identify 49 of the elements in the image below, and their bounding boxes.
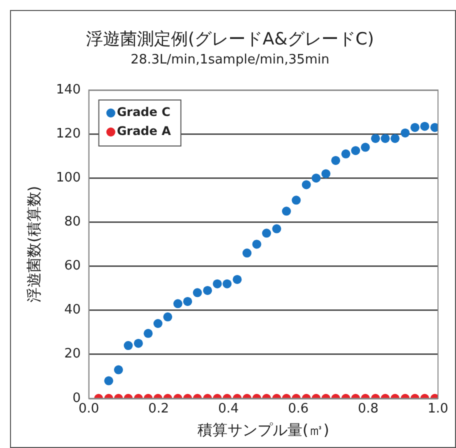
point bbox=[272, 224, 282, 234]
point bbox=[292, 196, 301, 205]
point bbox=[312, 174, 321, 183]
point bbox=[321, 169, 330, 178]
x-tick-label: 1.0 bbox=[428, 402, 448, 417]
point bbox=[331, 156, 340, 165]
point bbox=[380, 134, 390, 143]
point bbox=[430, 122, 438, 132]
x-tick-label: 0.2 bbox=[148, 402, 169, 417]
point bbox=[400, 128, 410, 138]
point bbox=[192, 288, 202, 298]
point bbox=[351, 146, 360, 156]
point bbox=[203, 286, 212, 295]
x-tick-label: 0.4 bbox=[218, 402, 239, 417]
point bbox=[163, 312, 172, 322]
legend-label: Grade C bbox=[116, 105, 171, 120]
y-tick-label: 100 bbox=[56, 170, 81, 186]
point bbox=[212, 279, 222, 288]
point bbox=[420, 122, 430, 131]
point bbox=[222, 279, 232, 288]
y-tick-label: 120 bbox=[56, 126, 81, 142]
point bbox=[302, 180, 311, 190]
point bbox=[252, 240, 262, 249]
point bbox=[410, 122, 420, 132]
point bbox=[390, 134, 400, 143]
y-axis-title: 浮遊菌数(積算数) bbox=[24, 186, 43, 303]
legend-label: Grade A bbox=[116, 124, 172, 138]
x-tick-label: 0.0 bbox=[78, 402, 100, 417]
y-tick-label: 140 bbox=[56, 82, 81, 98]
chart-title: 浮遊菌測定例(グレードA&グレードC) bbox=[86, 30, 374, 50]
x-tick-label: 0.6 bbox=[288, 402, 309, 417]
point bbox=[183, 296, 192, 306]
x-axis-title: 積算サンプル量(㎥) bbox=[198, 420, 330, 439]
y-tick-label: 60 bbox=[64, 258, 81, 274]
y-tick-label: 0 bbox=[72, 390, 81, 406]
point bbox=[360, 142, 370, 152]
point bbox=[370, 134, 380, 143]
point bbox=[262, 228, 272, 238]
point bbox=[341, 149, 350, 158]
point bbox=[242, 248, 252, 258]
chart-subtitle: 28.3L/min,1sample/min,35min bbox=[130, 52, 330, 68]
point bbox=[282, 206, 291, 216]
y-tick-label: 20 bbox=[64, 346, 81, 362]
y-tick-label: 40 bbox=[64, 302, 81, 318]
y-tick-label: 80 bbox=[64, 214, 81, 230]
point bbox=[173, 299, 182, 308]
x-tick-label: 0.8 bbox=[358, 402, 379, 417]
point bbox=[144, 328, 153, 338]
point bbox=[232, 274, 242, 284]
